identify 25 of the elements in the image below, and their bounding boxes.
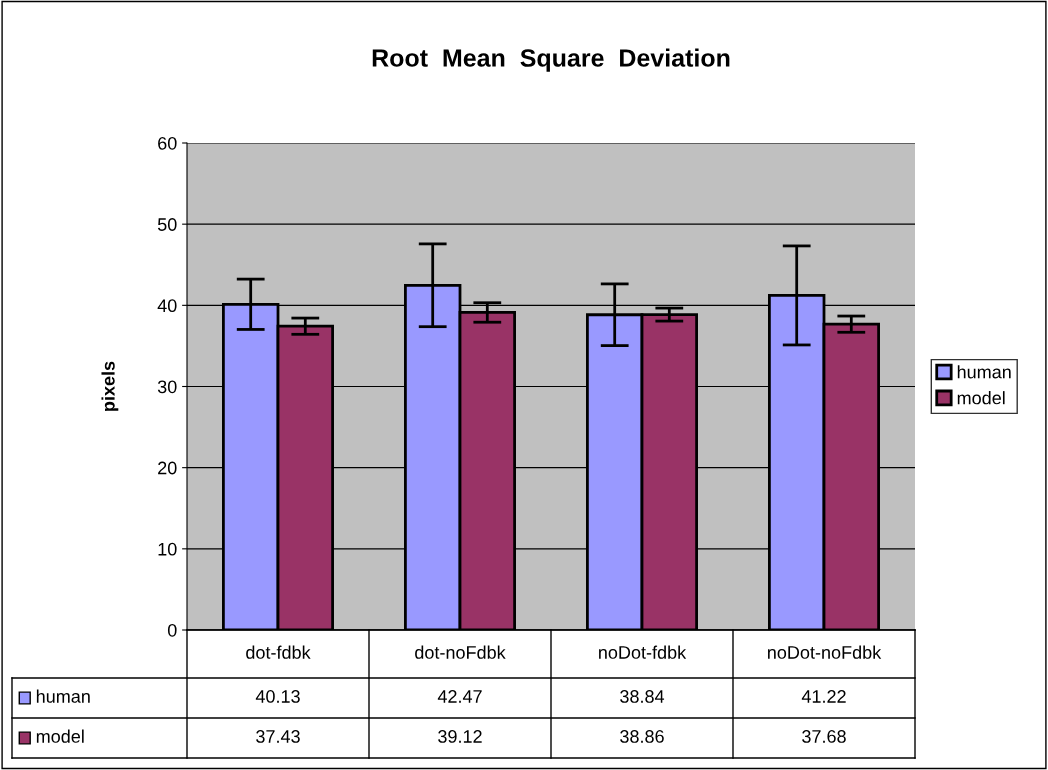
y-tick-label: 0 [167,623,177,637]
y-tick-label: 20 [158,461,177,475]
y-axis-title: pixels [101,361,119,411]
x-tick-label: dot-fdbk [246,645,311,659]
chart-title: Root Mean Square Deviation [372,48,730,72]
y-tick-label: 40 [157,299,177,313]
y-tick-label: 30 [157,380,177,394]
data-label: 37.43 [256,730,300,743]
data-label: 41.22 [801,690,846,703]
y-tick-label: 60 [158,136,177,150]
legend-label: model [957,391,1005,405]
text: model [36,729,84,743]
data-label: 38.84 [620,690,665,703]
data-label: 39.12 [438,730,482,743]
data-label: 37.68 [802,730,846,743]
y-tick-label: 10 [158,542,177,556]
text: human [36,689,90,703]
x-tick-label: dot-noFdbk [415,645,506,659]
y-tick-label: 50 [157,218,177,231]
data-label: 42.47 [437,690,482,703]
data-label: 38.86 [620,730,664,743]
data-label: 40.13 [255,690,300,703]
x-tick-label: noDot-fdbk [599,645,687,659]
x-tick-label: noDot-noFdbk [768,645,882,659]
legend-label: human [957,365,1011,379]
